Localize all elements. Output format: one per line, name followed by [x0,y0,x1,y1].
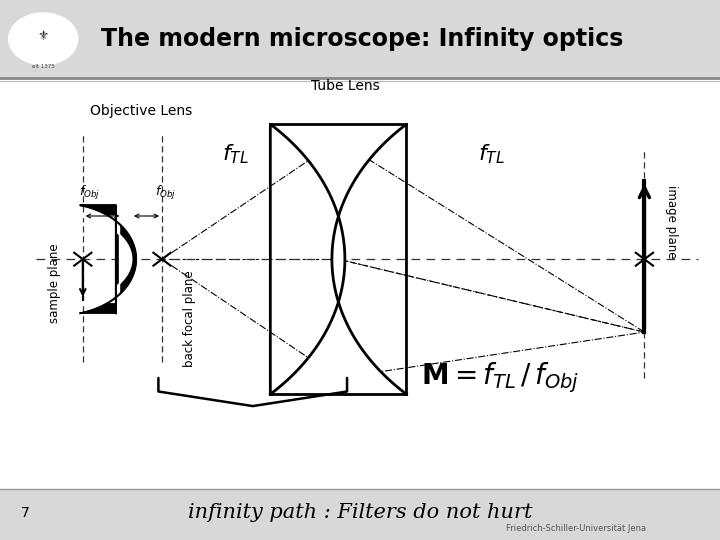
Text: elt 1375: elt 1375 [32,64,55,69]
Text: Objective Lens: Objective Lens [90,104,192,118]
Text: $f_{TL}$: $f_{TL}$ [478,142,505,166]
Text: The modern microscope: Infinity optics: The modern microscope: Infinity optics [101,27,624,51]
Circle shape [9,13,78,65]
Text: $f_{Obj}$: $f_{Obj}$ [155,185,176,202]
Text: infinity path : Filters do not hurt: infinity path : Filters do not hurt [188,503,532,523]
Text: ⚜: ⚜ [37,30,49,43]
Text: Tube Lens: Tube Lens [311,79,380,93]
Text: image plane: image plane [665,185,678,258]
Text: sample plane: sample plane [48,244,60,323]
Text: back focal plane: back focal plane [183,271,196,367]
Text: Friedrich-Schiller-Universität Jena: Friedrich-Schiller-Universität Jena [506,524,646,532]
Text: $f_{TL}$: $f_{TL}$ [222,142,249,166]
Polygon shape [76,216,132,302]
Text: $\mathbf{M} = f_{TL}\,/\,f_{Obj}$: $\mathbf{M} = f_{TL}\,/\,f_{Obj}$ [421,361,580,395]
Polygon shape [80,205,136,313]
FancyBboxPatch shape [0,489,720,540]
FancyBboxPatch shape [0,0,720,78]
Text: $f_{Obj}$: $f_{Obj}$ [79,185,101,202]
Text: 7: 7 [21,506,30,520]
Polygon shape [270,124,407,394]
